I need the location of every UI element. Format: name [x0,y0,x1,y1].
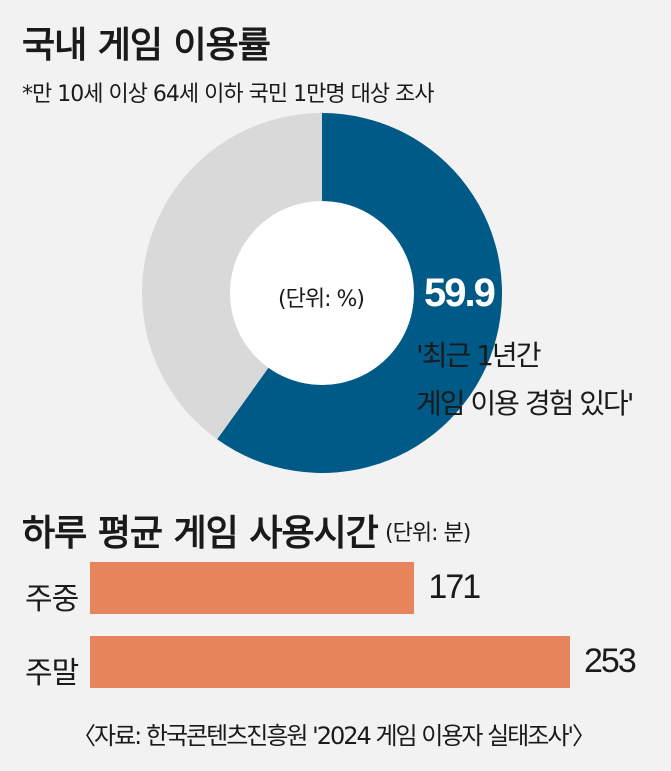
bar-weekend [90,636,570,688]
bar-chart-title: 하루 평균 게임 사용시간 [22,513,379,554]
bar-chart-unit: (단위: 분) [385,521,471,546]
donut-unit-label: (단위: %) [278,287,365,312]
donut-chart-subtitle: *만 10세 이상 64세 이하 국민 1만명 대상 조사 [22,82,435,107]
pie-value-label: 59.9 [424,271,496,315]
donut-hole [230,201,414,385]
bar-value-weekend: 253 [584,642,637,680]
bar-value-weekday: 171 [428,568,481,606]
pie-annotation-line1: '최근 1년간 [416,339,541,372]
bar-label-weekend: 주말 [25,656,79,691]
source-note: 〈자료: 한국콘텐츠진흥원 '2024 게임 이용자 실태조사'〉 [72,722,596,750]
donut-chart-title: 국내 게임 이용률 [22,25,271,66]
bar-label-weekday: 주중 [25,582,79,617]
bar-weekday [90,562,415,614]
pie-annotation-line2: 게임 이용 경험 있다' [416,387,634,420]
